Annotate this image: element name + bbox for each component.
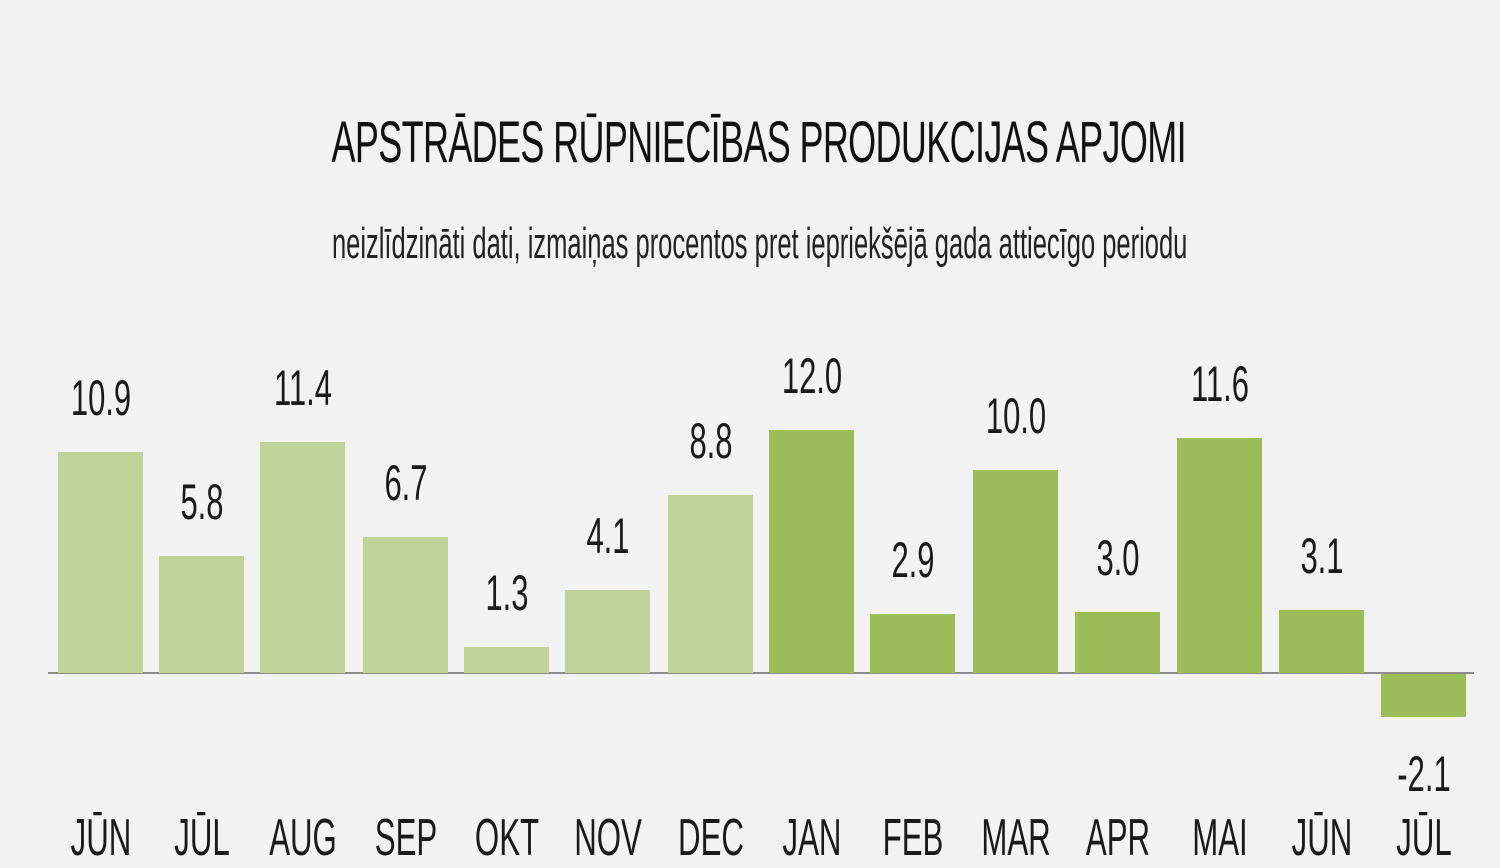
x-axis-category-label: MAR xyxy=(980,809,1051,867)
bar-value-label: 11.4 xyxy=(273,360,332,416)
bar-value-label: 3.0 xyxy=(1095,530,1140,586)
bar-2 xyxy=(159,556,244,673)
bar-value-label: 2.9 xyxy=(890,532,935,588)
x-axis-category-label: APR xyxy=(1085,809,1150,867)
bar-6 xyxy=(565,590,650,673)
x-axis-category-label: DEC xyxy=(677,809,744,867)
bar-7 xyxy=(668,495,753,673)
bar-value-label: 3.1 xyxy=(1299,528,1344,584)
x-axis-category-label: JŪL xyxy=(1395,809,1452,867)
bar-value-label: 10.0 xyxy=(985,388,1046,444)
bar-1 xyxy=(58,452,143,673)
x-axis-category-label: JŪN xyxy=(70,809,131,867)
x-axis-category-label: JŪN xyxy=(1291,809,1352,867)
x-axis-category-label: JAN xyxy=(782,809,841,867)
x-axis-category-label: FEB xyxy=(882,809,943,867)
bar-value-label: -2.1 xyxy=(1396,746,1451,802)
bar-12 xyxy=(1177,438,1262,673)
bar-4 xyxy=(363,537,448,673)
bar-11 xyxy=(1075,612,1160,673)
zero-axis-line xyxy=(48,672,1474,674)
x-axis-category-label: OKT xyxy=(474,809,539,867)
bar-8 xyxy=(769,430,854,673)
bar-value-label: 8.8 xyxy=(688,413,733,469)
bar-14 xyxy=(1381,674,1466,717)
x-axis-category-label: JŪL xyxy=(173,809,230,867)
x-axis-category-label: AUG xyxy=(268,809,337,867)
bar-value-label: 10.9 xyxy=(70,370,131,426)
bar-value-label: 6.7 xyxy=(383,455,428,511)
x-axis-category-label: NOV xyxy=(573,809,642,867)
x-axis-category-label: MAI xyxy=(1191,809,1248,867)
bar-10 xyxy=(973,470,1058,673)
bar-value-label: 11.6 xyxy=(1190,356,1249,412)
bar-13 xyxy=(1279,610,1364,673)
x-axis-category-label: SEP xyxy=(374,809,437,867)
bar-value-label: 12.0 xyxy=(781,348,842,404)
bar-value-label: 5.8 xyxy=(179,474,224,530)
chart-title: APSTRĀDES RŪPNIECĪBAS PRODUKCIJAS APJOMI xyxy=(331,110,1187,175)
bar-value-label: 4.1 xyxy=(585,508,630,564)
chart-subtitle: neizlīdzināti dati, izmaiņas procentos p… xyxy=(331,219,1188,268)
bar-9 xyxy=(870,614,955,673)
bar-value-label: 1.3 xyxy=(484,565,529,621)
bar-5 xyxy=(464,647,549,673)
bar-3 xyxy=(260,442,345,673)
